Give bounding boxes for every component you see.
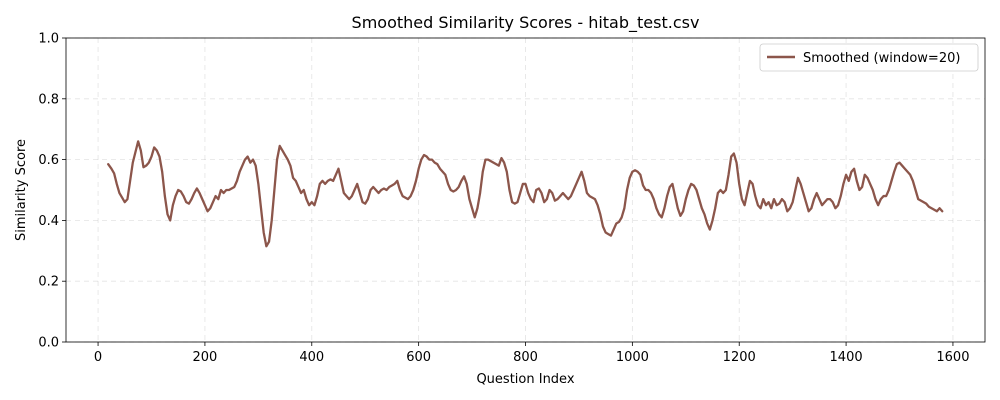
- x-tick-label: 400: [299, 350, 324, 365]
- y-tick-label: 0.4: [38, 214, 59, 229]
- x-tick-label: 1400: [830, 350, 863, 365]
- legend-box: [759, 43, 979, 72]
- y-tick-label: 0.6: [38, 153, 59, 168]
- y-tick-label: 0.8: [38, 92, 59, 107]
- x-tick-label: 800: [513, 350, 538, 365]
- x-tick-label: 1000: [616, 350, 649, 365]
- x-tick-label: 200: [193, 350, 218, 365]
- y-axis-ticks: 0.0 0.2 0.4 0.6 0.8 1.0: [38, 32, 66, 351]
- y-tick-label: 0.0: [38, 336, 59, 351]
- legend: Smoothed (window=20): [759, 43, 979, 72]
- x-axis-label: Question Index: [476, 372, 574, 387]
- y-tick-label: 1.0: [38, 32, 59, 47]
- x-tick-label: 1200: [723, 350, 756, 365]
- y-axis-label: Similarity Score: [14, 139, 29, 241]
- x-tick-label: 600: [406, 350, 431, 365]
- series-layer: [107, 140, 944, 248]
- chart-title: Smoothed Similarity Scores - hitab_test.…: [352, 13, 700, 33]
- y-tick-label: 0.2: [38, 275, 59, 290]
- series-line-0: [107, 140, 944, 248]
- x-axis-ticks: 0 200 400 600 800 1000 1200 1400 1600: [94, 342, 969, 365]
- legend-label: Smoothed (window=20): [803, 51, 960, 66]
- x-tick-label: 1600: [936, 350, 969, 365]
- x-tick-label: 0: [94, 350, 102, 365]
